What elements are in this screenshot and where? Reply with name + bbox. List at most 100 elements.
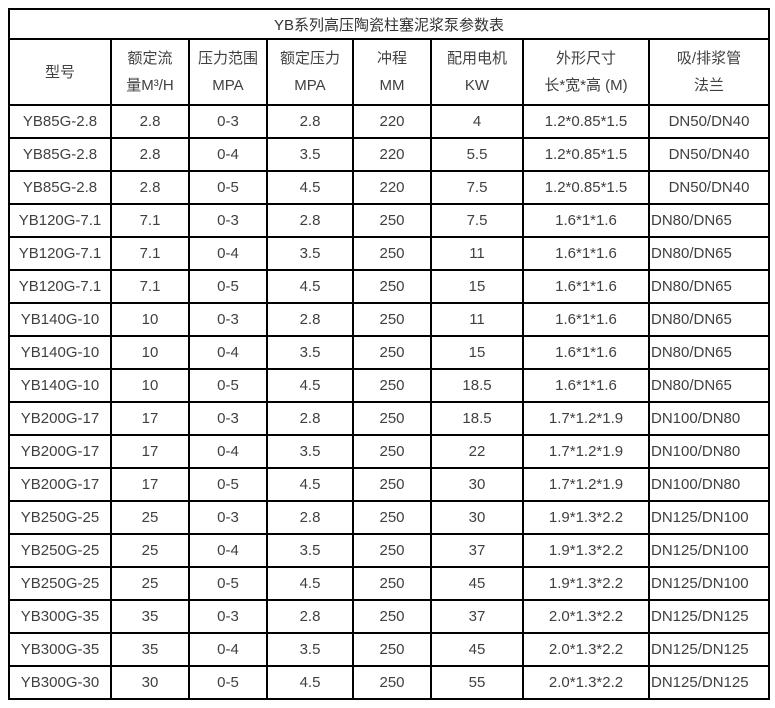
cell-pressure-range: 0-4: [188, 335, 268, 370]
cell-rated-pressure: 2.8: [266, 302, 354, 337]
cell-flange: DN50/DN40: [647, 104, 771, 139]
cell-rated-flow: 2.8: [110, 104, 190, 139]
table-row: YB85G-2.8 2.8 0-3 2.8 220 4 1.2*0.85*1.5 DN50/D…: [8, 104, 771, 139]
cell-pressure-range: 0-5: [188, 269, 268, 304]
cell-stroke: 250: [352, 434, 432, 469]
cell-rated-flow: 35: [110, 632, 190, 667]
cell-dimensions: 1.6*1*1.6: [522, 269, 650, 304]
column-header-pressure-range: 压力范围 MPA: [188, 38, 268, 106]
table-title: YB系列高压陶瓷柱塞泥浆泵参数表: [7, 8, 771, 40]
column-header-rated-flow: 额定流 量M³/H: [110, 38, 190, 106]
column-header-rated-pressure-line: 额定压力: [279, 50, 340, 67]
table-row: YB200G-17 17 0-4 3.5 250 22 1.7*1.2*1.9 DN100/D…: [8, 434, 771, 469]
cell-rated-pressure: 3.5: [266, 533, 354, 568]
cell-rated-flow: 10: [110, 335, 190, 370]
column-header-rated-pressure-line: MPA: [294, 77, 326, 94]
cell-dimensions: 1.2*0.85*1.5: [522, 170, 650, 205]
column-header-model: 型号: [8, 38, 112, 106]
cell-stroke: 250: [352, 236, 432, 271]
cell-rated-pressure: 3.5: [266, 335, 354, 370]
cell-model: YB120G-7.1: [8, 203, 112, 238]
cell-stroke: 250: [352, 566, 432, 601]
cell-motor-power: 11: [430, 236, 524, 271]
cell-dimensions: 2.0*1.3*2.2: [522, 665, 650, 700]
table-row: YB140G-10 10 0-3 2.8 250 11 1.6*1*1.6 DN80/DN65: [8, 302, 771, 337]
table-row: YB85G-2.8 2.8 0-4 3.5 220 5.5 1.2*0.85*1.5 DN50…: [8, 137, 771, 172]
cell-motor-power: 18.5: [430, 368, 524, 403]
column-header-motor-power-line: KW: [464, 77, 490, 94]
cell-pressure-range: 0-4: [188, 632, 268, 667]
cell-model: YB140G-10: [8, 368, 112, 403]
cell-rated-pressure: 4.5: [266, 566, 354, 601]
table-row: YB200G-17 17 0-3 2.8 250 18.5 1.7*1.2*1.9 DN100…: [8, 401, 771, 436]
cell-rated-flow: 7.1: [110, 269, 190, 304]
cell-pressure-range: 0-3: [188, 302, 268, 337]
cell-flange: DN100/DN80: [647, 401, 771, 436]
cell-rated-flow: 10: [110, 302, 190, 337]
table-header-row: 型号 额定流 量M³/H 压力范围 MPA 额定压力 MPA 冲程 MM 配用电机 KW 外形尺寸 长*…: [8, 38, 771, 106]
cell-stroke: 250: [352, 500, 432, 535]
cell-stroke: 220: [352, 104, 432, 139]
cell-rated-pressure: 2.8: [266, 599, 354, 634]
cell-model: YB120G-7.1: [8, 269, 112, 304]
column-header-motor-power: 配用电机 KW: [430, 38, 524, 106]
cell-model: YB300G-35: [8, 599, 112, 634]
column-header-flange: 吸/排浆管 法兰: [647, 38, 771, 106]
cell-flange: DN125/DN100: [647, 533, 771, 568]
cell-flange: DN80/DN65: [647, 335, 771, 370]
cell-dimensions: 1.7*1.2*1.9: [522, 401, 650, 436]
cell-flange: DN80/DN65: [647, 269, 771, 304]
cell-pressure-range: 0-5: [188, 566, 268, 601]
cell-pressure-range: 0-4: [188, 236, 268, 271]
column-header-model-line: 型号: [44, 63, 75, 81]
table-title-row: YB系列高压陶瓷柱塞泥浆泵参数表: [7, 8, 771, 40]
cell-dimensions: 1.6*1*1.6: [522, 302, 650, 337]
cell-dimensions: 1.9*1.3*2.2: [522, 500, 650, 535]
table-row: YB250G-25 25 0-3 2.8 250 30 1.9*1.3*2.2 DN125/D…: [8, 500, 771, 535]
table-row: YB250G-25 25 0-5 4.5 250 45 1.9*1.3*2.2 DN125/D…: [8, 566, 771, 601]
cell-motor-power: 7.5: [430, 203, 524, 238]
cell-rated-pressure: 4.5: [266, 170, 354, 205]
cell-motor-power: 55: [430, 665, 524, 700]
cell-motor-power: 45: [430, 632, 524, 667]
cell-rated-pressure: 4.5: [266, 368, 354, 403]
cell-model: YB140G-10: [8, 302, 112, 337]
column-header-flange-line: 吸/排浆管: [676, 50, 742, 67]
cell-dimensions: 1.6*1*1.6: [522, 203, 650, 238]
table-row: YB250G-25 25 0-4 3.5 250 37 1.9*1.3*2.2 DN125/D…: [8, 533, 771, 568]
cell-rated-pressure: 2.8: [266, 203, 354, 238]
cell-pressure-range: 0-5: [188, 467, 268, 502]
cell-rated-flow: 7.1: [110, 236, 190, 271]
cell-dimensions: 1.7*1.2*1.9: [522, 467, 650, 502]
table-row: YB85G-2.8 2.8 0-5 4.5 220 7.5 1.2*0.85*1.5 DN50…: [8, 170, 771, 205]
cell-dimensions: 1.6*1*1.6: [522, 368, 650, 403]
cell-flange: DN125/DN100: [647, 500, 771, 535]
cell-rated-pressure: 2.8: [266, 104, 354, 139]
cell-flange: DN125/DN125: [647, 665, 771, 700]
cell-flange: DN80/DN65: [647, 203, 771, 238]
column-header-dimensions-line: 外形尺寸: [555, 50, 616, 67]
cell-stroke: 250: [352, 467, 432, 502]
cell-pressure-range: 0-4: [188, 533, 268, 568]
pump-parameters-table: YB系列高压陶瓷柱塞泥浆泵参数表 型号 额定流 量M³/H 压力范围 MPA 额定压力 MP…: [7, 8, 771, 700]
cell-flange: DN100/DN80: [647, 467, 771, 502]
cell-motor-power: 37: [430, 533, 524, 568]
cell-rated-pressure: 4.5: [266, 269, 354, 304]
cell-pressure-range: 0-3: [188, 401, 268, 436]
cell-rated-flow: 17: [110, 401, 190, 436]
cell-pressure-range: 0-5: [188, 170, 268, 205]
cell-motor-power: 11: [430, 302, 524, 337]
table-row: YB140G-10 10 0-4 3.5 250 15 1.6*1*1.6 DN80/DN65: [8, 335, 771, 370]
table-row: YB120G-7.1 7.1 0-4 3.5 250 11 1.6*1*1.6 DN80/DN…: [8, 236, 771, 271]
cell-model: YB250G-25: [8, 533, 112, 568]
cell-stroke: 220: [352, 170, 432, 205]
cell-rated-pressure: 4.5: [266, 467, 354, 502]
cell-model: YB85G-2.8: [8, 170, 112, 205]
cell-rated-pressure: 3.5: [266, 434, 354, 469]
cell-model: YB300G-30: [8, 665, 112, 700]
cell-model: YB140G-10: [8, 335, 112, 370]
cell-flange: DN50/DN40: [647, 137, 771, 172]
cell-stroke: 250: [352, 665, 432, 700]
cell-flange: DN125/DN125: [647, 599, 771, 634]
cell-rated-flow: 30: [110, 665, 190, 700]
